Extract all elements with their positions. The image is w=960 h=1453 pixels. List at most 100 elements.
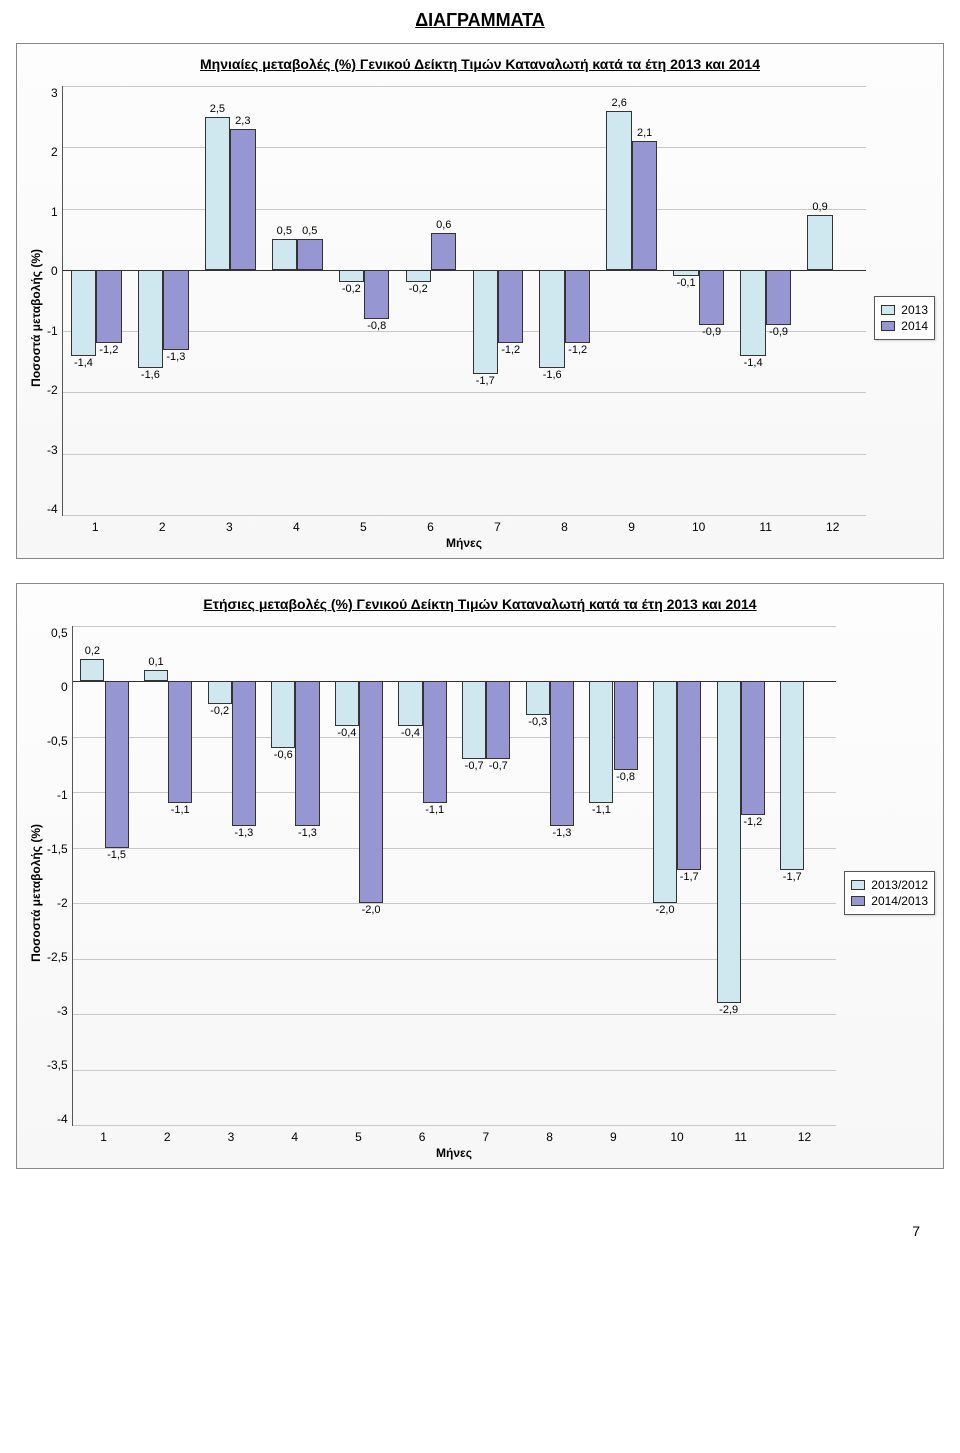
bar-value-label: -0,8 (616, 771, 635, 783)
bar (498, 270, 523, 344)
bar-group: 0,2-1,5 (73, 626, 137, 1125)
ytick-label: -2,5 (47, 950, 68, 964)
ytick-label: -3 (47, 1004, 68, 1018)
legend-item: 2014/2013 (851, 894, 928, 908)
xtick-label: 4 (263, 520, 330, 534)
chart2-title: Ετήσιες μεταβολές (%) Γενικού Δείκτη Τιμ… (25, 596, 935, 612)
ytick-label: 0 (47, 264, 58, 278)
xtick-label: 7 (454, 1130, 518, 1144)
bar-group: -0,1-0,9 (665, 86, 732, 515)
bar-group: -0,4-1,1 (391, 626, 455, 1125)
legend-swatch (851, 896, 865, 906)
bar-group: 2,62,1 (598, 86, 665, 515)
xtick-label: 3 (199, 1130, 263, 1144)
bar-value-label: -1,1 (171, 804, 190, 816)
bar-value-label: 2,3 (235, 115, 250, 127)
ytick-label: 3 (47, 86, 58, 100)
bar (71, 270, 96, 356)
bar-value-label: -1,4 (744, 357, 763, 369)
chart1-panel: Μηνιαίες μεταβολές (%) Γενικού Δείκτη Τι… (16, 43, 944, 559)
bar-value-label: -0,4 (337, 727, 356, 739)
ytick-label: -3 (47, 443, 58, 457)
bar (96, 270, 121, 344)
bar-group: -2,0-1,7 (645, 626, 709, 1125)
xtick-label: 1 (62, 520, 129, 534)
bar-group: 0,1 -1,1 (136, 626, 200, 1125)
xtick-label: 1 (72, 1130, 136, 1144)
bar-value-label: -0,9 (769, 326, 788, 338)
bar-value-label: 2,1 (637, 127, 652, 139)
bar-value-label: -1,3 (298, 827, 317, 839)
xtick-label: 8 (518, 1130, 582, 1144)
ytick-label: -0,5 (47, 734, 68, 748)
bar-group: 0,50,5 (264, 86, 331, 515)
ytick-label: 2 (47, 145, 58, 159)
bar (462, 681, 486, 759)
chart2-legend: 2013/2012 2014/2013 (836, 871, 935, 915)
xtick-label: 2 (135, 1130, 199, 1144)
page-number: 7 (0, 1193, 960, 1259)
bar-group: -0,4-2,0 (327, 626, 391, 1125)
bar-group: -1,7-1,2 (464, 86, 531, 515)
bar-value-label: -1,3 (166, 351, 185, 363)
bar-value-label: -0,8 (367, 320, 386, 332)
ytick-label: -4 (47, 1112, 68, 1126)
bar (589, 681, 613, 803)
bar (766, 270, 791, 325)
bar-value-label: -1,7 (680, 871, 699, 883)
ytick-label: -2 (47, 383, 58, 397)
legend-swatch (881, 305, 895, 315)
bar-value-label: -0,6 (274, 749, 293, 761)
bar-group: -1,4 -0,9 (732, 86, 799, 515)
xtick-label: 10 (645, 1130, 709, 1144)
bar-value-label: -1,2 (99, 344, 118, 356)
bar-value-label: 0,9 (812, 201, 827, 213)
bar-group: -0,7-0,7 (454, 626, 518, 1125)
ytick-label: -4 (47, 502, 58, 516)
bar-group: 0,9 (799, 86, 866, 515)
bar (271, 681, 295, 748)
xtick-label: 2 (129, 520, 196, 534)
bar (526, 681, 550, 714)
xtick-label: 5 (330, 520, 397, 534)
xtick-label: 11 (709, 1130, 773, 1144)
bar (398, 681, 422, 725)
legend-swatch (851, 880, 865, 890)
bar-value-label: -1,3 (234, 827, 253, 839)
bar (653, 681, 677, 903)
bar (539, 270, 564, 368)
ytick-label: -1 (47, 324, 58, 338)
chart1-plot: -1,4-1,2-1,6-1,32,52,30,50,5-0,2-0,8-0,2… (62, 86, 867, 516)
chart2-yaxis: 0,50-0,5-1-1,5-2-2,5-3-3,5-4 (47, 626, 72, 1126)
bar-value-label: 0,6 (436, 219, 451, 231)
bar (677, 681, 701, 870)
bar-value-label: -1,2 (743, 816, 762, 828)
bar-value-label: -1,7 (783, 871, 802, 883)
xtick-label: 7 (464, 520, 531, 534)
bar (614, 681, 638, 770)
bar (699, 270, 724, 325)
bar (335, 681, 359, 725)
bar-group: -1,7 (773, 626, 837, 1125)
bar-value-label: -1,3 (552, 827, 571, 839)
bar-value-label: 0,1 (148, 656, 163, 668)
xtick-label: 4 (263, 1130, 327, 1144)
ytick-label: 0 (47, 680, 68, 694)
chart1-xlabel: Μήνες (62, 536, 867, 550)
chart2-xaxis: 123456789101112 (72, 1130, 837, 1144)
bar-value-label: -0,9 (702, 326, 721, 338)
ytick-label: -1 (47, 788, 68, 802)
legend-item: 2013/2012 (851, 878, 928, 892)
xtick-label: 9 (598, 520, 665, 534)
bar (272, 239, 297, 270)
bar-value-label: -1,6 (141, 369, 160, 381)
bar (741, 681, 765, 814)
legend-label: 2014/2013 (871, 894, 928, 908)
legend-item: 2013 (881, 303, 928, 317)
chart2-plot: 0,2-1,50,1-1,1-0,2-1,3-0,6-1,3-0,4-2,0-0… (72, 626, 837, 1126)
chart2-panel: Ετήσιες μεταβολές (%) Γενικού Δείκτη Τιμ… (16, 583, 944, 1169)
bar-group: -1,4-1,2 (63, 86, 130, 515)
bar-value-label: -0,2 (342, 283, 361, 295)
bar-group: -1,6-1,2 (531, 86, 598, 515)
xtick-label: 10 (665, 520, 732, 534)
